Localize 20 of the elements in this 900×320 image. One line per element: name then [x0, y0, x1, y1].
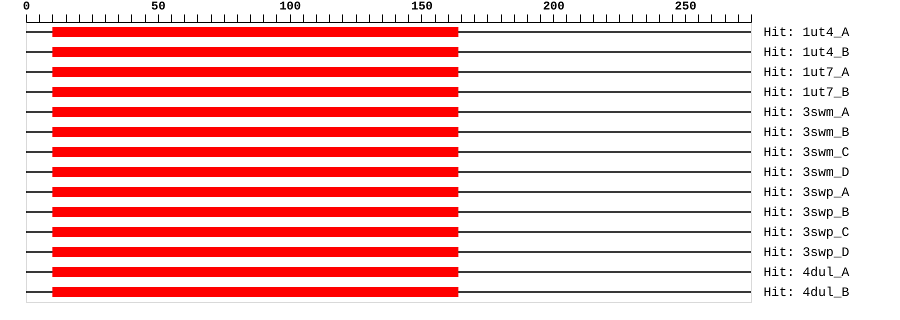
y-tick-label: Hit: 4dul_B: [764, 285, 850, 300]
x-tick-label: 100: [279, 0, 301, 14]
y-tick-label: Hit: 3swp_B: [764, 205, 850, 220]
y-tick-label: Hit: 3swm_B: [764, 125, 850, 140]
x-tick-label: 200: [542, 0, 565, 14]
y-tick-label: Hit: 3swp_C: [764, 225, 850, 240]
x-tick-label: 250: [674, 0, 696, 14]
y-tick-label: Hit: 3swp_D: [764, 245, 850, 260]
y-tick-label: Hit: 1ut4_B: [764, 45, 850, 60]
x-tick-label: 50: [151, 0, 166, 14]
y-tick-label: Hit: 3swp_A: [764, 185, 850, 200]
x-tick-label: 150: [411, 0, 433, 14]
y-tick-label: Hit: 1ut4_A: [764, 25, 850, 40]
y-tick-label: Hit: 4dul_A: [764, 265, 850, 280]
y-tick-label: Hit: 3swm_C: [764, 145, 850, 160]
y-tick-label: Hit: 1ut7_A: [764, 65, 850, 80]
x-tick-label: 0: [22, 0, 30, 14]
y-tick-label: Hit: 3swm_D: [764, 165, 850, 180]
y-tick-label: Hit: 1ut7_B: [764, 85, 850, 100]
y-tick-label: Hit: 3swm_A: [764, 105, 850, 120]
